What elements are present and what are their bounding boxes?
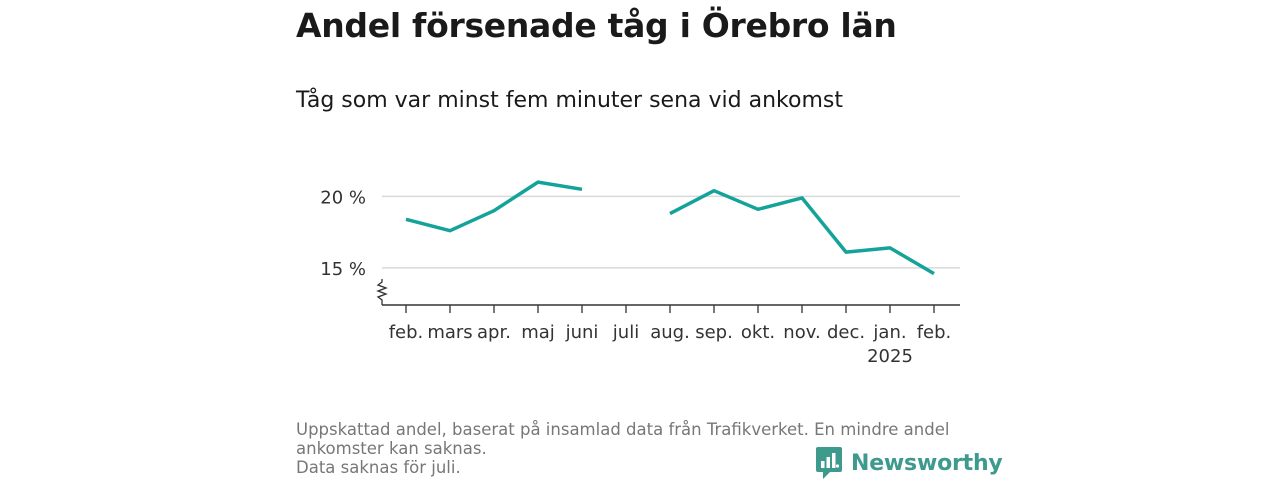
x-tick-label: dec. xyxy=(827,322,865,343)
x-axis xyxy=(376,279,960,313)
footer-missing-data: Data saknas för juli. xyxy=(296,458,461,477)
series-line-segment xyxy=(405,180,583,233)
x-tick-label: sep. xyxy=(695,322,733,343)
y-tick-label: 15 % xyxy=(320,259,366,280)
x-tick-label: okt. xyxy=(741,322,775,343)
x-year-label: 2025 xyxy=(867,346,913,367)
y-tick-label: 20 % xyxy=(320,187,366,208)
chart-footer: Uppskattad andel, baserat på insamlad da… xyxy=(296,420,986,477)
footer-note-cont: ankomster kan saknas. xyxy=(296,439,487,458)
series-line-segment xyxy=(669,188,935,276)
x-tick-label: juni xyxy=(565,322,599,343)
axis-break-marker xyxy=(376,279,388,305)
gridlines xyxy=(382,195,960,269)
x-tick-label: feb. xyxy=(389,322,424,343)
x-tick-label: maj xyxy=(521,322,555,343)
x-tick-label: nov. xyxy=(783,322,820,343)
x-tick-label: mars xyxy=(427,322,472,343)
x-tick-label: jan. xyxy=(872,322,906,343)
chart-title: Andel försenade tåg i Örebro län xyxy=(296,6,897,45)
x-tick-label: feb. xyxy=(917,322,952,343)
x-tick-label: aug. xyxy=(650,322,690,343)
x-tick-label: juli xyxy=(612,322,639,343)
y-tick-labels: 15 % 20 % xyxy=(320,187,366,279)
footer-note: Uppskattad andel, baserat på insamlad da… xyxy=(296,420,950,439)
brand-logo: Newsworthy xyxy=(815,446,1003,480)
chart-subtitle: Tåg som var minst fem minuter sena vid a… xyxy=(296,88,843,113)
x-tick-labels: feb. mars apr. maj juni juli aug. sep. okt. nov. d… xyxy=(389,322,952,367)
series-lines xyxy=(405,180,935,276)
newsworthy-logo-icon xyxy=(816,447,842,479)
brand-name: Newsworthy xyxy=(851,450,1003,476)
x-tick-label: apr. xyxy=(477,322,511,343)
